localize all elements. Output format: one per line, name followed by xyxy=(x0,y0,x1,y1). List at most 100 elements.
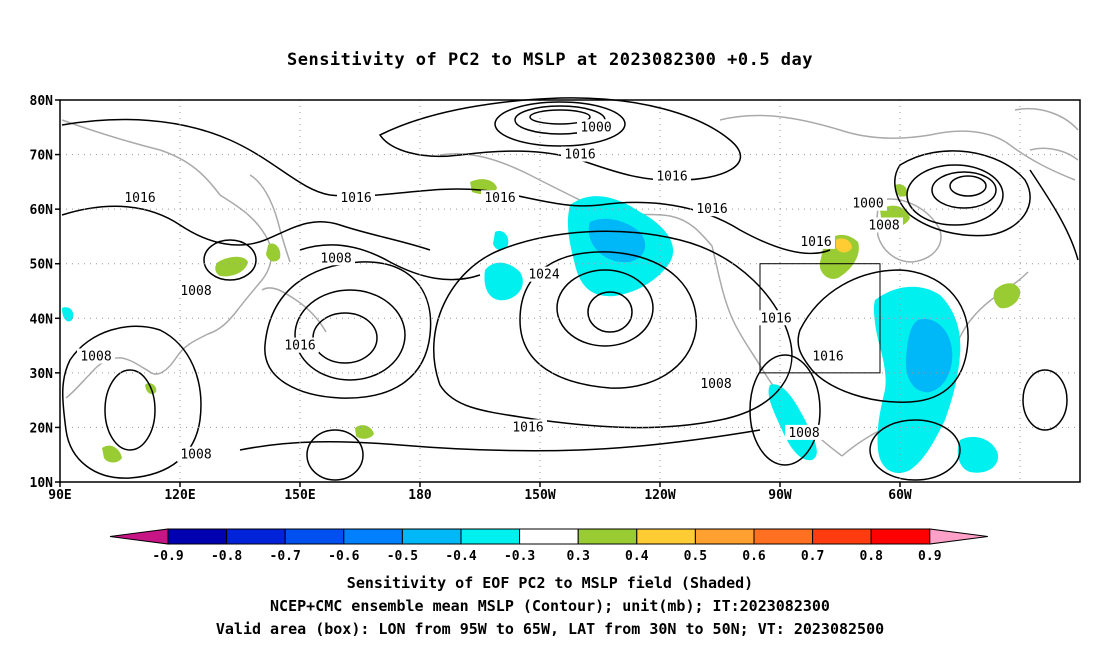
lat-label: 60N xyxy=(30,203,54,218)
contour-label-bg xyxy=(525,266,563,282)
colorbar-label: 0.4 xyxy=(625,549,649,564)
colorbar-label: -0.8 xyxy=(211,549,242,564)
contour-label-bg xyxy=(849,195,887,211)
asia-coast xyxy=(61,119,273,399)
colorbar-swatch xyxy=(460,528,521,545)
colorbar-label: 0.6 xyxy=(742,549,766,564)
contour-label-bg xyxy=(809,348,847,364)
contour-label: 1016 xyxy=(484,191,515,206)
lon-label: 120W xyxy=(644,488,675,503)
contour-label-bg xyxy=(797,233,835,249)
colorbar-label: -0.3 xyxy=(504,549,535,564)
shade-cyan-mexico xyxy=(768,384,817,461)
contour-label: 1016 xyxy=(696,202,727,217)
contour-label-bg xyxy=(337,190,375,206)
shade-orange-canada xyxy=(836,238,852,253)
shade-cyan-west-pacific xyxy=(62,307,74,322)
contour-label-bg xyxy=(577,119,615,135)
contour-low-greenland-inner xyxy=(949,175,987,197)
shade-cyan-aleutians xyxy=(484,262,523,301)
colorbar-upper-arrow xyxy=(929,528,988,545)
colorbar-label: 0.8 xyxy=(859,549,883,564)
colorbar-label: -0.5 xyxy=(387,549,418,564)
contour-label-bg xyxy=(785,424,823,440)
contour-1016-asia-band xyxy=(61,205,431,251)
contour-1008-greenland xyxy=(894,150,1031,237)
colorbar-label: -0.9 xyxy=(152,549,183,564)
contour-label: 1008 xyxy=(180,284,211,299)
lat-label: 80N xyxy=(30,94,54,109)
lon-label: 90E xyxy=(48,488,71,503)
contour-label-bg xyxy=(281,337,319,353)
contour-label-bg xyxy=(865,217,903,233)
colorbar-swatch xyxy=(753,528,814,545)
contour-1016-tropical xyxy=(239,429,761,452)
japan-coast xyxy=(261,287,327,333)
shade-green-korea xyxy=(215,256,248,277)
lon-label: 150W xyxy=(524,488,555,503)
contour-1016-north-band xyxy=(61,118,831,255)
colorbar: -0.9 -0.8 -0.7 -0.6 -0.5 -0.4 -0.3 0.3 0.4 0.5 0.6… xyxy=(109,528,988,564)
contour-label: 1008 xyxy=(700,377,731,392)
contour-low-west-pacific xyxy=(294,289,406,381)
colorbar-lower-arrow xyxy=(109,528,169,545)
contour-label-bg xyxy=(693,201,731,217)
colorbar-swatch xyxy=(343,528,403,545)
mslp-contours xyxy=(61,97,1079,481)
contour-label: 1008 xyxy=(788,426,819,441)
contour-low-caribbean xyxy=(869,419,961,481)
contour-1016-us xyxy=(797,269,969,403)
contour-label: 1000 xyxy=(852,197,883,212)
colorbar-swatch xyxy=(577,528,638,545)
colorbar-label: 0.5 xyxy=(684,549,707,564)
contour-label-bg xyxy=(177,283,215,298)
contour-label: 1016 xyxy=(812,349,843,364)
contour-label: 1008 xyxy=(320,251,351,266)
contour-label-bg xyxy=(509,419,547,435)
contour-low-atlantic xyxy=(1022,369,1068,431)
shade-cyan-caribbean xyxy=(957,436,999,473)
lon-label: 180 xyxy=(408,488,432,503)
contour-label: 1008 xyxy=(868,219,899,234)
contour-label: 1024 xyxy=(528,268,559,283)
shade-cyan-north-pacific xyxy=(493,230,509,251)
contour-labels: 1000 1016 1016 1016 1016 1016 1016 1000 1008 1016… xyxy=(77,119,903,463)
caption-shading: Sensitivity of EOF PC2 to MSLP field (Sh… xyxy=(346,574,754,592)
contour-1016-atlantic xyxy=(1029,169,1079,261)
contour-label: 1016 xyxy=(512,420,543,435)
contour-low-greenland-outer xyxy=(906,164,1004,226)
map-frame xyxy=(59,99,1081,483)
map-title: Sensitivity of PC2 to MSLP at 2023082300… xyxy=(286,50,813,70)
lat-label: 30N xyxy=(30,367,54,382)
colorbar-swatch xyxy=(694,528,755,545)
lat-label: 70N xyxy=(30,149,54,164)
contour-1016-west-pacific-outer xyxy=(264,261,432,399)
colorbar-label: 0.7 xyxy=(801,549,824,564)
contour-label: 1016 xyxy=(760,311,791,326)
contour-low-china xyxy=(104,369,156,451)
shade-blue-eastern-us xyxy=(905,319,953,393)
colorbar-swatch xyxy=(636,528,696,545)
contour-label: 1008 xyxy=(80,349,111,364)
contour-label: 1008 xyxy=(180,448,211,463)
lat-label: 10N xyxy=(30,476,54,491)
contour-label-bg xyxy=(481,190,519,206)
lon-label: 120E xyxy=(164,488,195,503)
contour-label: 1016 xyxy=(800,235,831,250)
lat-label: 50N xyxy=(30,258,54,273)
contour-label-bg xyxy=(177,446,215,462)
contour-low-greenland-mid xyxy=(931,171,997,209)
caption-contour: NCEP+CMC ensemble mean MSLP (Contour); u… xyxy=(270,597,830,615)
contour-label: 1016 xyxy=(656,169,687,184)
contour-high-central-pacific-mid xyxy=(556,269,654,347)
contour-label-bg xyxy=(121,190,159,206)
contour-label: 1016 xyxy=(284,339,315,354)
contour-label-bg xyxy=(697,375,735,391)
contour-high-central-pacific-outer xyxy=(519,251,698,389)
contour-low-arctic-inner xyxy=(529,109,591,125)
lat-label: 40N xyxy=(30,312,54,327)
colorbar-label: -0.4 xyxy=(445,549,476,564)
contour-label-bg xyxy=(77,348,115,364)
lon-label: 150E xyxy=(284,488,315,503)
